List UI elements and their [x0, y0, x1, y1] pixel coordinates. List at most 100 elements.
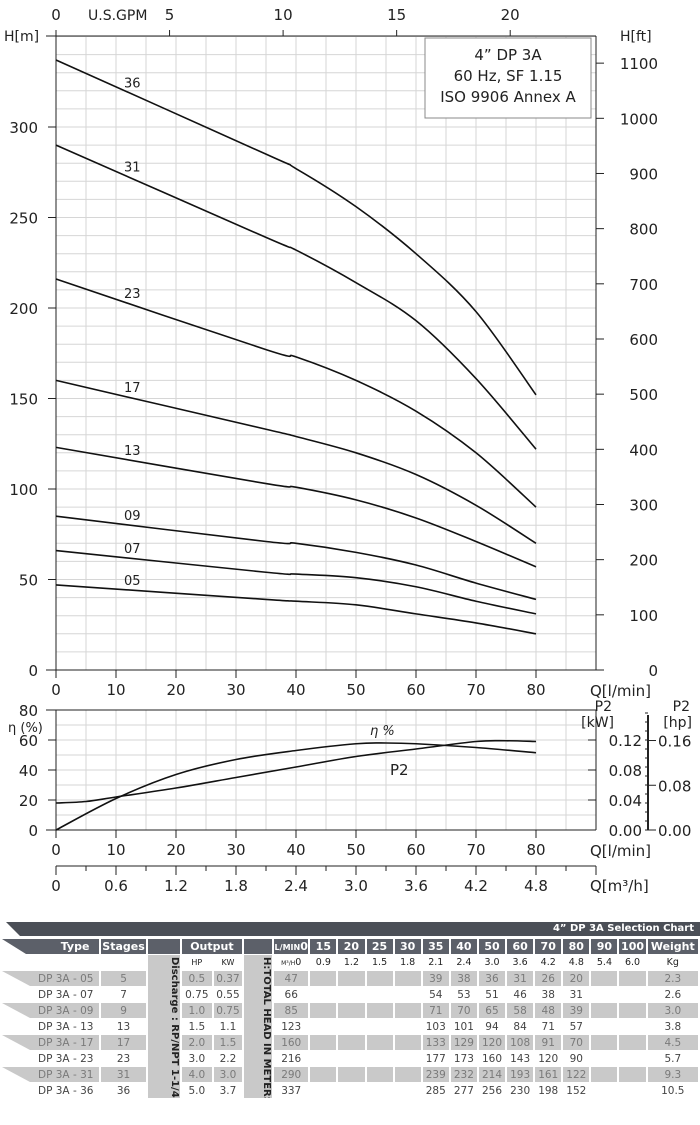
- cell-head: 71: [541, 1020, 555, 1033]
- legend-box: [424, 37, 592, 119]
- head-label: H:TOTAL HEAD IN METERS: [244, 955, 273, 1098]
- header-blank: [244, 939, 273, 954]
- x2-tick-label: 3.0: [344, 877, 368, 895]
- cell-head: [338, 1067, 365, 1082]
- top-tick-label: 0: [51, 6, 61, 24]
- cell-head: 120: [478, 1035, 506, 1050]
- cell-head: 230: [510, 1084, 531, 1097]
- cell-head: 57: [569, 1020, 583, 1033]
- x-tick-label: 50: [346, 681, 365, 699]
- cell-head: 120: [538, 1052, 559, 1065]
- cell-type: DP 3A - 17: [2, 1035, 100, 1050]
- table-row: DP 3A - 23 23 3.0 2.2 216 177 173 160 143 120 90 5.…: [2, 1051, 698, 1066]
- flow-sub: 1.5: [372, 957, 388, 968]
- table-row: DP 3A - 13 13 1.5 1.1 123 103 101 94 84 71 57 3.8: [2, 1019, 698, 1034]
- y-right-tick-label: 1100: [620, 55, 658, 73]
- flow-header: 80: [563, 939, 590, 954]
- curve-17: [55, 379, 537, 544]
- curve-09: [55, 515, 537, 601]
- cell-hp: 5.0: [188, 1084, 206, 1097]
- kw-axis-unit: [kW]: [581, 715, 614, 731]
- top-tick-label: 5: [165, 6, 175, 24]
- y-tick-label: 100: [9, 481, 38, 499]
- cell-head: 277: [453, 1084, 474, 1097]
- flow-header: 20: [338, 939, 365, 954]
- x-tick-label: 40: [286, 681, 305, 699]
- curve-label: 13: [124, 444, 141, 459]
- cell-head: 177: [425, 1052, 446, 1065]
- y-right-tick-label: 300: [629, 496, 658, 514]
- cell-type: DP 3A - 09: [2, 1003, 100, 1018]
- cell-head: [366, 1003, 393, 1018]
- cell-head: 108: [507, 1035, 534, 1050]
- y-right-tick-label: 1000: [620, 110, 658, 128]
- cell-head: [591, 1083, 617, 1098]
- cell-head: [591, 1019, 617, 1034]
- flow-header: 25: [366, 939, 393, 954]
- flow-sub: 6.0: [624, 957, 641, 968]
- cell-head: 38: [541, 988, 555, 1001]
- cell-head: 39: [563, 1003, 590, 1018]
- cell-hp: 3.0: [188, 1052, 206, 1065]
- curve-label: 07: [124, 542, 141, 557]
- cell-head: [338, 1035, 365, 1050]
- table-row: DP 3A - 31 31 4.0 3.0 290 239 232 214 193 161 122 9…: [2, 1067, 698, 1082]
- curve-23: [55, 278, 537, 508]
- cell-head: 38: [450, 971, 477, 986]
- cell-head: 143: [510, 1052, 531, 1065]
- cell-stages: 36: [116, 1084, 131, 1097]
- y-tick-label: 80: [19, 702, 38, 720]
- cell-head: [619, 1067, 646, 1082]
- flow-sub: 0: [295, 957, 302, 968]
- cell-head: [619, 971, 646, 986]
- cell-head: [394, 1067, 421, 1082]
- header-lmin: L/MIN0: [274, 939, 309, 954]
- cell-hp: 0.5: [181, 971, 212, 986]
- y-tick-label: 20: [19, 792, 38, 810]
- pump-curves: 0501001502002503000100200300400500600700…: [4, 6, 692, 895]
- legend-text: 60 Hz, SF 1.15: [454, 67, 563, 85]
- x-axis-label: Q[l/min]: [590, 682, 651, 700]
- cell-head: 193: [507, 1067, 534, 1082]
- cell-weight: 2.3: [647, 971, 698, 986]
- cell-head: 129: [450, 1035, 477, 1050]
- cell-head: [619, 1083, 645, 1098]
- flow-sub: 4.2: [540, 957, 556, 968]
- x2-tick-label: 2.4: [284, 877, 308, 895]
- curve-36: [55, 59, 537, 396]
- cell-head: [619, 1035, 646, 1050]
- x2-tick-label: 1.2: [164, 877, 188, 895]
- header-type: Type: [2, 939, 100, 954]
- flow-sub: 2.4: [456, 957, 472, 968]
- cell-head: 94: [485, 1020, 499, 1033]
- cell-hp: 2.0: [181, 1035, 212, 1050]
- header-weight: Weight: [647, 939, 698, 954]
- x-tick-label: 50: [346, 841, 365, 859]
- x-axis-label: Q[l/min]: [590, 842, 651, 860]
- curve-label: 09: [124, 509, 141, 524]
- cell-head: [394, 1003, 421, 1018]
- curve-05: [55, 584, 537, 635]
- cell-head: 133: [422, 1035, 449, 1050]
- flow-header: 100: [619, 939, 646, 954]
- power-label: P2: [390, 761, 409, 779]
- cell-type: DP 3A - 05: [2, 971, 100, 986]
- cell-head: [367, 1019, 393, 1034]
- table-row: DP 3A - 17 17 2.0 1.5 160 133 129 120 108 91 70 4.5: [2, 1035, 698, 1050]
- cell-head: 160: [481, 1052, 503, 1065]
- sub-m3h: M³/H0: [274, 955, 308, 970]
- cell-kw: 0.37: [213, 971, 243, 986]
- cell-hp: 1.0: [181, 1003, 212, 1018]
- flow-header: 30: [394, 939, 421, 954]
- y-tick-label: 50: [19, 572, 38, 590]
- cell-weight: 5.7: [664, 1052, 682, 1065]
- y-axis-label: H[m]: [4, 29, 39, 45]
- x-tick-label: 20: [166, 841, 185, 859]
- flow-header: 0: [300, 940, 308, 953]
- x-tick-label: 70: [466, 681, 485, 699]
- selection-table: Type Stages Output L/MIN0 15 20 25 30 35 40 50 60 70…: [0, 938, 700, 1099]
- cell-kw: 1.5: [213, 1035, 243, 1050]
- cell-head: [591, 1035, 618, 1050]
- power-curve: [55, 739, 537, 804]
- cell-kw: 0.55: [216, 988, 240, 1001]
